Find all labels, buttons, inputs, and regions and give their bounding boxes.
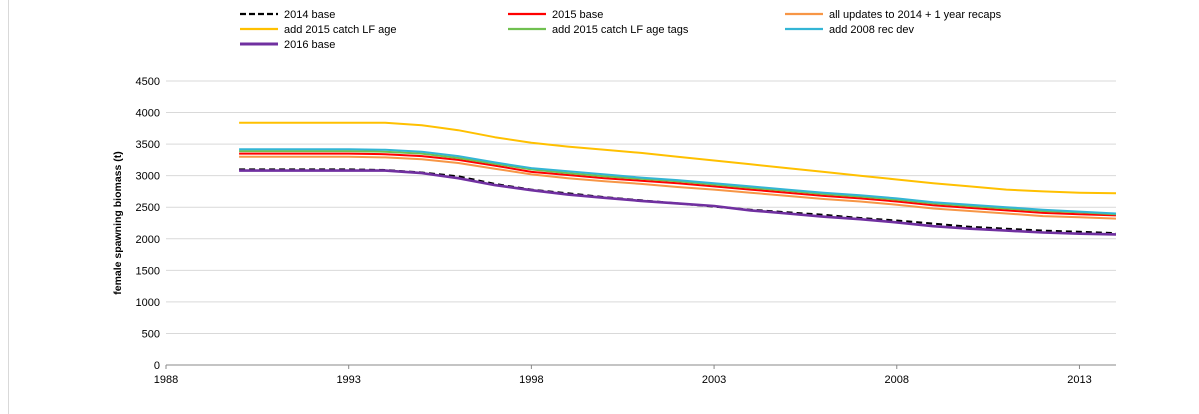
x-tick-label: 2008 [885,374,909,386]
y-tick-label: 2000 [136,234,160,246]
x-tick-label: 2003 [702,374,726,386]
y-tick-label: 1000 [136,297,160,309]
series-line-4 [239,150,1117,216]
y-tick-label: 4500 [136,76,160,88]
x-tick-label: 1998 [519,374,543,386]
series-line-2 [239,155,1117,220]
legend-label: all updates to 2014 + 1 year recaps [829,9,1002,21]
x-tick-label: 1988 [154,374,178,386]
y-tick-label: 500 [142,328,160,340]
legend-label: 2015 base [552,9,603,21]
series-line-6 [239,169,1117,236]
legend-label: 2014 base [284,9,335,21]
series-line-5 [239,148,1117,215]
y-tick-label: 0 [154,360,160,372]
y-tick-label: 3000 [136,171,160,183]
series-line-1 [239,152,1117,217]
y-tick-label: 3500 [136,139,160,151]
x-tick-label: 1993 [336,374,360,386]
y-tick-label: 1500 [136,265,160,277]
legend-label: add 2015 catch LF age tags [552,24,689,36]
y-axis-label: female spawning biomass (t) [112,151,124,295]
legend-label: add 2015 catch LF age [284,24,397,36]
series-line-0 [239,168,1117,235]
left-border [8,0,9,414]
x-tick-label: 2013 [1067,374,1091,386]
series-line-3 [239,121,1117,195]
legend-label: add 2008 rec dev [829,24,915,36]
y-tick-label: 4000 [136,108,160,120]
legend-label: 2016 base [284,39,335,51]
y-tick-label: 2500 [136,202,160,214]
